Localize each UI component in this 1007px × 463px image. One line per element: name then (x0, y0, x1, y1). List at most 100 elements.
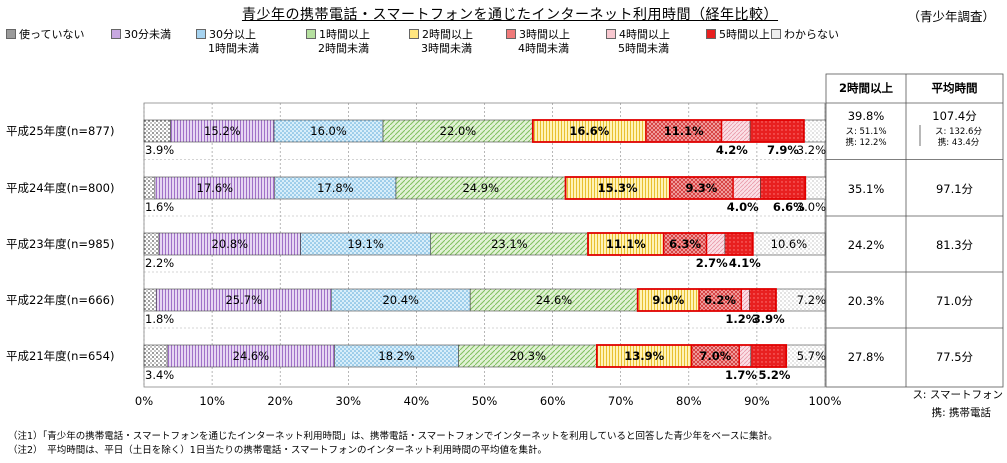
legend-label: 30分以上 (209, 28, 256, 41)
bar-segment-not_using (143, 119, 171, 143)
data-label: 7.0% (699, 349, 731, 363)
table-avg-sub: ス: 132.6分 (935, 127, 982, 137)
table-footnote-smartphone: ス: スマートフォン (912, 389, 1003, 401)
data-label: 20.3% (509, 349, 546, 363)
data-label: 9.0% (652, 293, 684, 307)
legend: 使っていない 30分未満 30分以上 1時間未満 1時間以上 2時間未満 2時間以上 3時間未… (6, 28, 839, 78)
data-label: 11.1% (664, 124, 704, 138)
data-label: 15.3% (598, 181, 638, 195)
data-label: 9.3% (685, 181, 717, 195)
legend-item-4to5: 4時間以上 5時間未満 (606, 28, 670, 56)
bar-segment-not_using (143, 344, 168, 368)
row-label: 平成24年度(n=800) (6, 181, 114, 195)
data-label: 2.2% (145, 256, 174, 270)
x-tick-label: 50% (472, 394, 498, 408)
bar-segment-4to5 (738, 344, 752, 368)
legend-item-1to2: 1時間以上 2時間未満 (306, 28, 370, 56)
legend-label: 2時間以上 (422, 28, 473, 41)
legend-item-2to3: 2時間以上 3時間未満 (409, 28, 473, 56)
table-2h-value: 20.3% (848, 294, 885, 308)
legend-item-30to60: 30分以上 1時間未満 (196, 28, 259, 56)
data-label: 17.6% (197, 181, 234, 195)
legend-label-line2: 1時間未満 (208, 42, 259, 55)
two-hours-plus-outline (587, 232, 754, 256)
data-label: 19.1% (347, 237, 384, 251)
chart-title: 青少年の携帯電話・スマートフォンを通じたインターネット利用時間（経年比較） (241, 7, 779, 23)
bar-segment-4to5 (732, 176, 761, 200)
two-hours-plus-outline (636, 288, 777, 312)
legend-label: 1時間以上 (319, 28, 370, 41)
data-label: 6.6% (773, 200, 805, 214)
legend-label: 30分未満 (124, 28, 171, 41)
table-2h-value: 24.2% (848, 238, 885, 252)
data-label: 24.9% (462, 181, 499, 195)
legend-swatch (409, 29, 419, 39)
legend-item-not_using: 使っていない (6, 28, 84, 42)
data-label: 11.1% (606, 237, 646, 251)
data-label: 16.0% (310, 124, 347, 138)
legend-swatch (506, 29, 516, 39)
two-hours-plus-outline (531, 119, 805, 143)
table-avg-value: 81.3分 (936, 238, 974, 252)
bar-segment-4to5 (740, 288, 750, 312)
x-tick-label: 20% (267, 394, 293, 408)
table-avg-value: 77.5分 (936, 350, 974, 364)
legend-swatch (111, 29, 121, 39)
data-label: 3.2% (797, 143, 826, 157)
x-tick-label: 30% (336, 394, 362, 408)
legend-item-lt30: 30分未満 (111, 28, 171, 42)
data-label: 13.9% (624, 349, 664, 363)
table-footnote-mobile: 携: 携帯電話 (932, 406, 992, 419)
bar-segment-5plus (749, 119, 805, 143)
data-label: 6.2% (704, 293, 736, 307)
row-label: 平成25年度(n=877) (6, 124, 114, 138)
legend-swatch (306, 29, 316, 39)
bar-segment-4to5 (721, 119, 751, 143)
data-label: 5.7% (797, 349, 826, 363)
table-2h-sub: ス: 51.1% (845, 127, 886, 137)
data-label: 3.0% (797, 200, 826, 214)
table-header-avg: 平均時間 (932, 81, 978, 95)
legend-swatch (606, 29, 616, 39)
bar-segment-5plus (760, 176, 806, 200)
legend-item-unknown: わからない (771, 28, 839, 42)
bar-segment-4to5 (706, 232, 726, 256)
table-2h-value: 27.8% (848, 350, 885, 364)
legend-item-3to4: 3時間以上 4時間未満 (506, 28, 570, 56)
legend-label: 3時間以上 (519, 28, 570, 41)
data-label: 4.2% (716, 143, 748, 157)
legend-swatch (771, 29, 781, 39)
data-label: 23.1% (491, 237, 528, 251)
legend-swatch (6, 29, 16, 39)
data-label: 4.0% (727, 200, 759, 214)
data-label: 20.8% (212, 237, 249, 251)
table-2h-sub: 携: 12.2% (845, 137, 886, 148)
table-avg-value: 97.1分 (936, 182, 974, 196)
two-hours-plus-outline (564, 176, 807, 200)
data-label: 25.7% (225, 293, 262, 307)
note-1: （注1）「青少年の携帯電話・スマートフォンを通じたインターネット利用時間」は、携… (8, 431, 778, 442)
data-label: 20.4% (382, 293, 419, 307)
legend-label-line2: 5時間未満 (618, 42, 669, 55)
bar-segment-not_using (143, 288, 157, 312)
legend-swatch (196, 29, 206, 39)
data-label: 24.6% (536, 293, 573, 307)
data-label: 17.8% (317, 181, 354, 195)
legend-label: 使っていない (19, 28, 85, 41)
summary-table (825, 73, 1004, 388)
data-label: 1.7% (725, 368, 757, 382)
bar-segment-not_using (143, 176, 156, 200)
data-label: 15.2% (204, 124, 241, 138)
x-tick-label: 80% (676, 394, 702, 408)
table-2h-value: 35.1% (848, 182, 885, 196)
data-label: 3.9% (145, 143, 174, 157)
data-label: 3.4% (145, 368, 174, 382)
bar-segment-not_using (143, 232, 160, 256)
legend-label: 4時間以上 (619, 28, 670, 41)
bar-segment-unknown (803, 119, 826, 143)
x-tick-label: 100% (809, 394, 842, 408)
chart-subtitle: （青少年調査） (907, 9, 995, 24)
x-tick-label: 10% (199, 394, 225, 408)
data-label: 24.6% (233, 349, 270, 363)
